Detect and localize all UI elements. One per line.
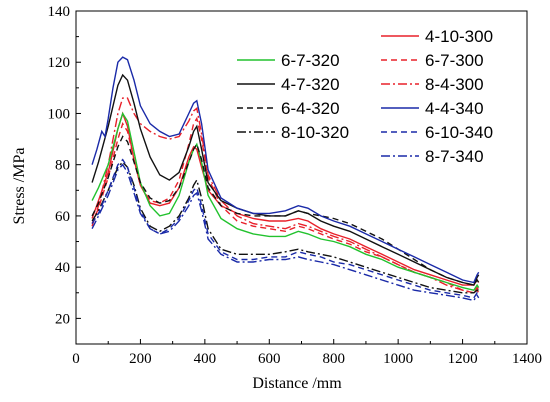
y-tick-label: 100: [48, 106, 71, 122]
legend-label: 4-10-300: [425, 27, 493, 46]
series-line-6-4-320: [91, 135, 480, 286]
legend-item-6-10-340: 6-10-340: [381, 123, 493, 142]
legend-item-4-10-300: 4-10-300: [381, 27, 493, 46]
legend-item-4-7-320: 4-7-320: [237, 75, 340, 94]
y-tick-label: 20: [55, 311, 70, 327]
legend-item-8-10-320: 8-10-320: [237, 123, 349, 142]
x-tick-label: 1400: [512, 351, 542, 367]
legend-label: 6-7-300: [425, 51, 484, 70]
y-tick-label: 80: [55, 158, 70, 174]
x-tick-label: 600: [258, 351, 281, 367]
y-axis-title: Stress /MPa: [11, 148, 28, 225]
x-tick-label: 0: [72, 351, 80, 367]
series-line-4-4-340: [91, 56, 480, 284]
legend-item-4-4-340: 4-4-340: [381, 99, 484, 118]
legend-item-6-7-300: 6-7-300: [381, 51, 484, 70]
axes: 0 200 400 600 800 1000 1200 1400 20 40 60 80 100 120 1…: [48, 4, 543, 367]
x-tick-label: 200: [129, 351, 152, 367]
y-tick-label: 40: [55, 260, 70, 276]
y-tick-label: 120: [48, 55, 71, 71]
legend-label: 6-10-340: [425, 123, 493, 142]
legend-item-8-4-300: 8-4-300: [381, 75, 484, 94]
legend-label: 6-4-320: [281, 99, 340, 118]
series-line-8-7-340: [91, 163, 480, 302]
plot-lines: [91, 56, 480, 302]
series-line-8-10-320: [91, 161, 479, 294]
legend-label: 4-7-320: [281, 75, 340, 94]
x-tick-label: 800: [322, 351, 345, 367]
legend-item-8-7-340: 8-7-340: [381, 147, 484, 166]
legend: 6-7-320 4-7-320 6-4-320 8-10-320 4-10-300 6-7…: [237, 27, 493, 166]
legend-label: 8-4-300: [425, 75, 484, 94]
legend-item-6-4-320: 6-4-320: [237, 99, 340, 118]
legend-label: 4-4-340: [425, 99, 484, 118]
y-tick-label: 60: [55, 209, 70, 225]
x-tick-label: 1200: [448, 351, 478, 367]
legend-label: 8-10-320: [281, 123, 349, 142]
y-tick-label: 140: [48, 4, 71, 20]
legend-label: 8-7-340: [425, 147, 484, 166]
series-line-6-10-340: [91, 158, 480, 299]
legend-item-6-7-320: 6-7-320: [237, 51, 340, 70]
legend-label: 6-7-320: [281, 51, 340, 70]
x-axis-title: Distance /mm: [252, 375, 342, 392]
x-tick-label: 1000: [383, 351, 413, 367]
series-line-6-7-320: [91, 111, 480, 291]
x-tick-label: 400: [194, 351, 217, 367]
